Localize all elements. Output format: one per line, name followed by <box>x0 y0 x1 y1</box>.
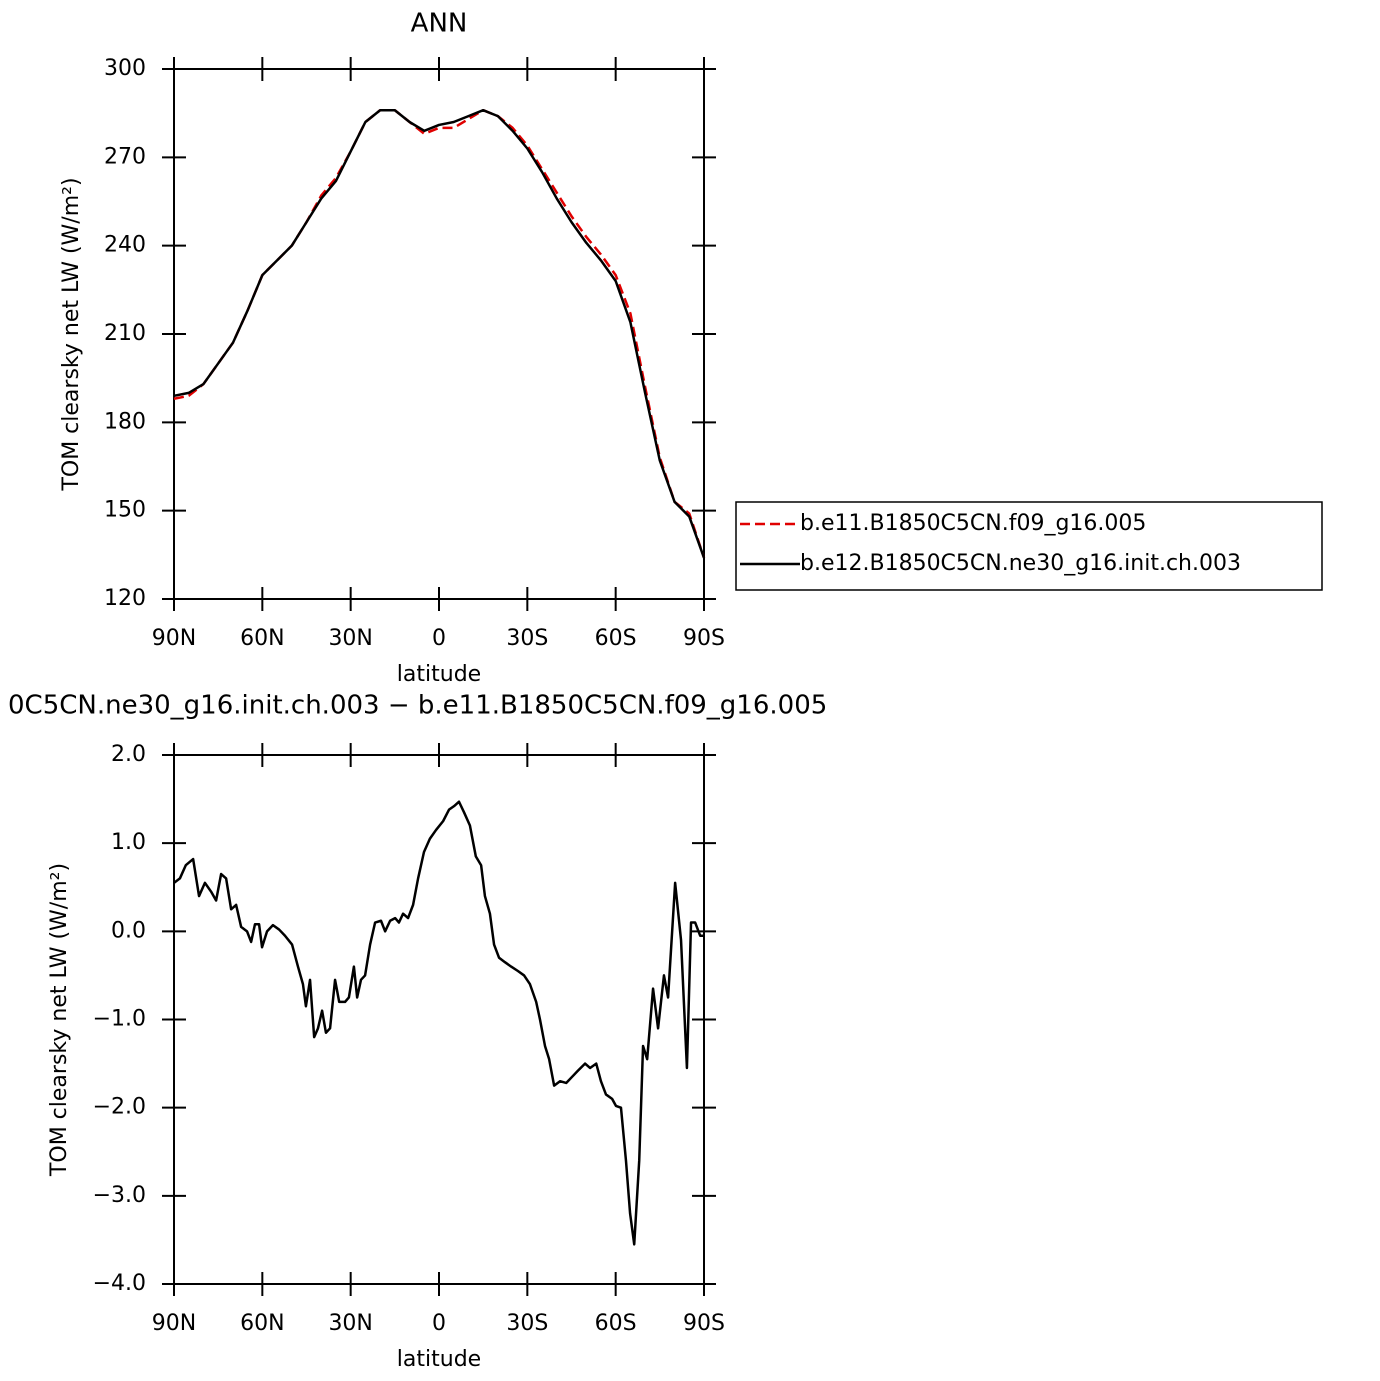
legend-label: b.e11.B1850C5CN.f09_g16.005 <box>800 511 1146 536</box>
y-tick-label: −2.0 <box>93 1095 146 1120</box>
x-tick-label: 90S <box>683 626 725 651</box>
y-tick-label: 180 <box>104 409 146 434</box>
y-tick-label: 210 <box>104 321 146 346</box>
plot-frame <box>173 754 705 1285</box>
x-tick-label: 0 <box>432 626 446 651</box>
data-line <box>173 108 706 559</box>
x-tick-label: 90N <box>152 1311 196 1336</box>
x-axis-label: latitude <box>397 662 481 687</box>
plot-frame <box>173 68 705 600</box>
data-line <box>173 800 704 1246</box>
x-tick-label: 90S <box>683 1311 725 1336</box>
chart-title: ANN <box>411 9 468 39</box>
y-tick-label: −1.0 <box>93 1007 146 1032</box>
chart-title: 0C5CN.ne30_g16.init.ch.003 − b.e11.B1850… <box>8 691 827 721</box>
y-tick-label: −4.0 <box>93 1271 146 1296</box>
y-axis-label: TOM clearsky net LW (W/m²) <box>47 863 72 1177</box>
x-tick-label: 0 <box>432 1311 446 1336</box>
data-line <box>173 108 706 559</box>
x-tick-label: 60S <box>595 1311 637 1336</box>
x-axis-label: latitude <box>397 1347 481 1372</box>
legend-box <box>735 501 1323 591</box>
y-tick-label: 300 <box>104 56 146 81</box>
x-tick-label: 30N <box>328 1311 372 1336</box>
y-tick-label: 1.0 <box>111 830 146 855</box>
x-tick-label: 30S <box>506 626 548 651</box>
y-tick-label: 270 <box>104 144 146 169</box>
x-tick-label: 60S <box>595 626 637 651</box>
y-tick-label: 2.0 <box>111 742 146 767</box>
x-tick-label: 60N <box>240 1311 284 1336</box>
y-tick-label: 150 <box>104 498 146 523</box>
x-tick-label: 60N <box>240 626 284 651</box>
x-tick-label: 30N <box>328 626 372 651</box>
y-tick-label: 0.0 <box>111 918 146 943</box>
x-tick-label: 90N <box>152 626 196 651</box>
x-tick-label: 30S <box>506 1311 548 1336</box>
legend-label: b.e12.B1850C5CN.ne30_g16.init.ch.003 <box>800 551 1241 576</box>
y-tick-label: 120 <box>104 586 146 611</box>
y-tick-label: 240 <box>104 233 146 258</box>
y-axis-label: TOM clearsky net LW (W/m²) <box>59 177 84 491</box>
y-tick-label: −3.0 <box>93 1183 146 1208</box>
